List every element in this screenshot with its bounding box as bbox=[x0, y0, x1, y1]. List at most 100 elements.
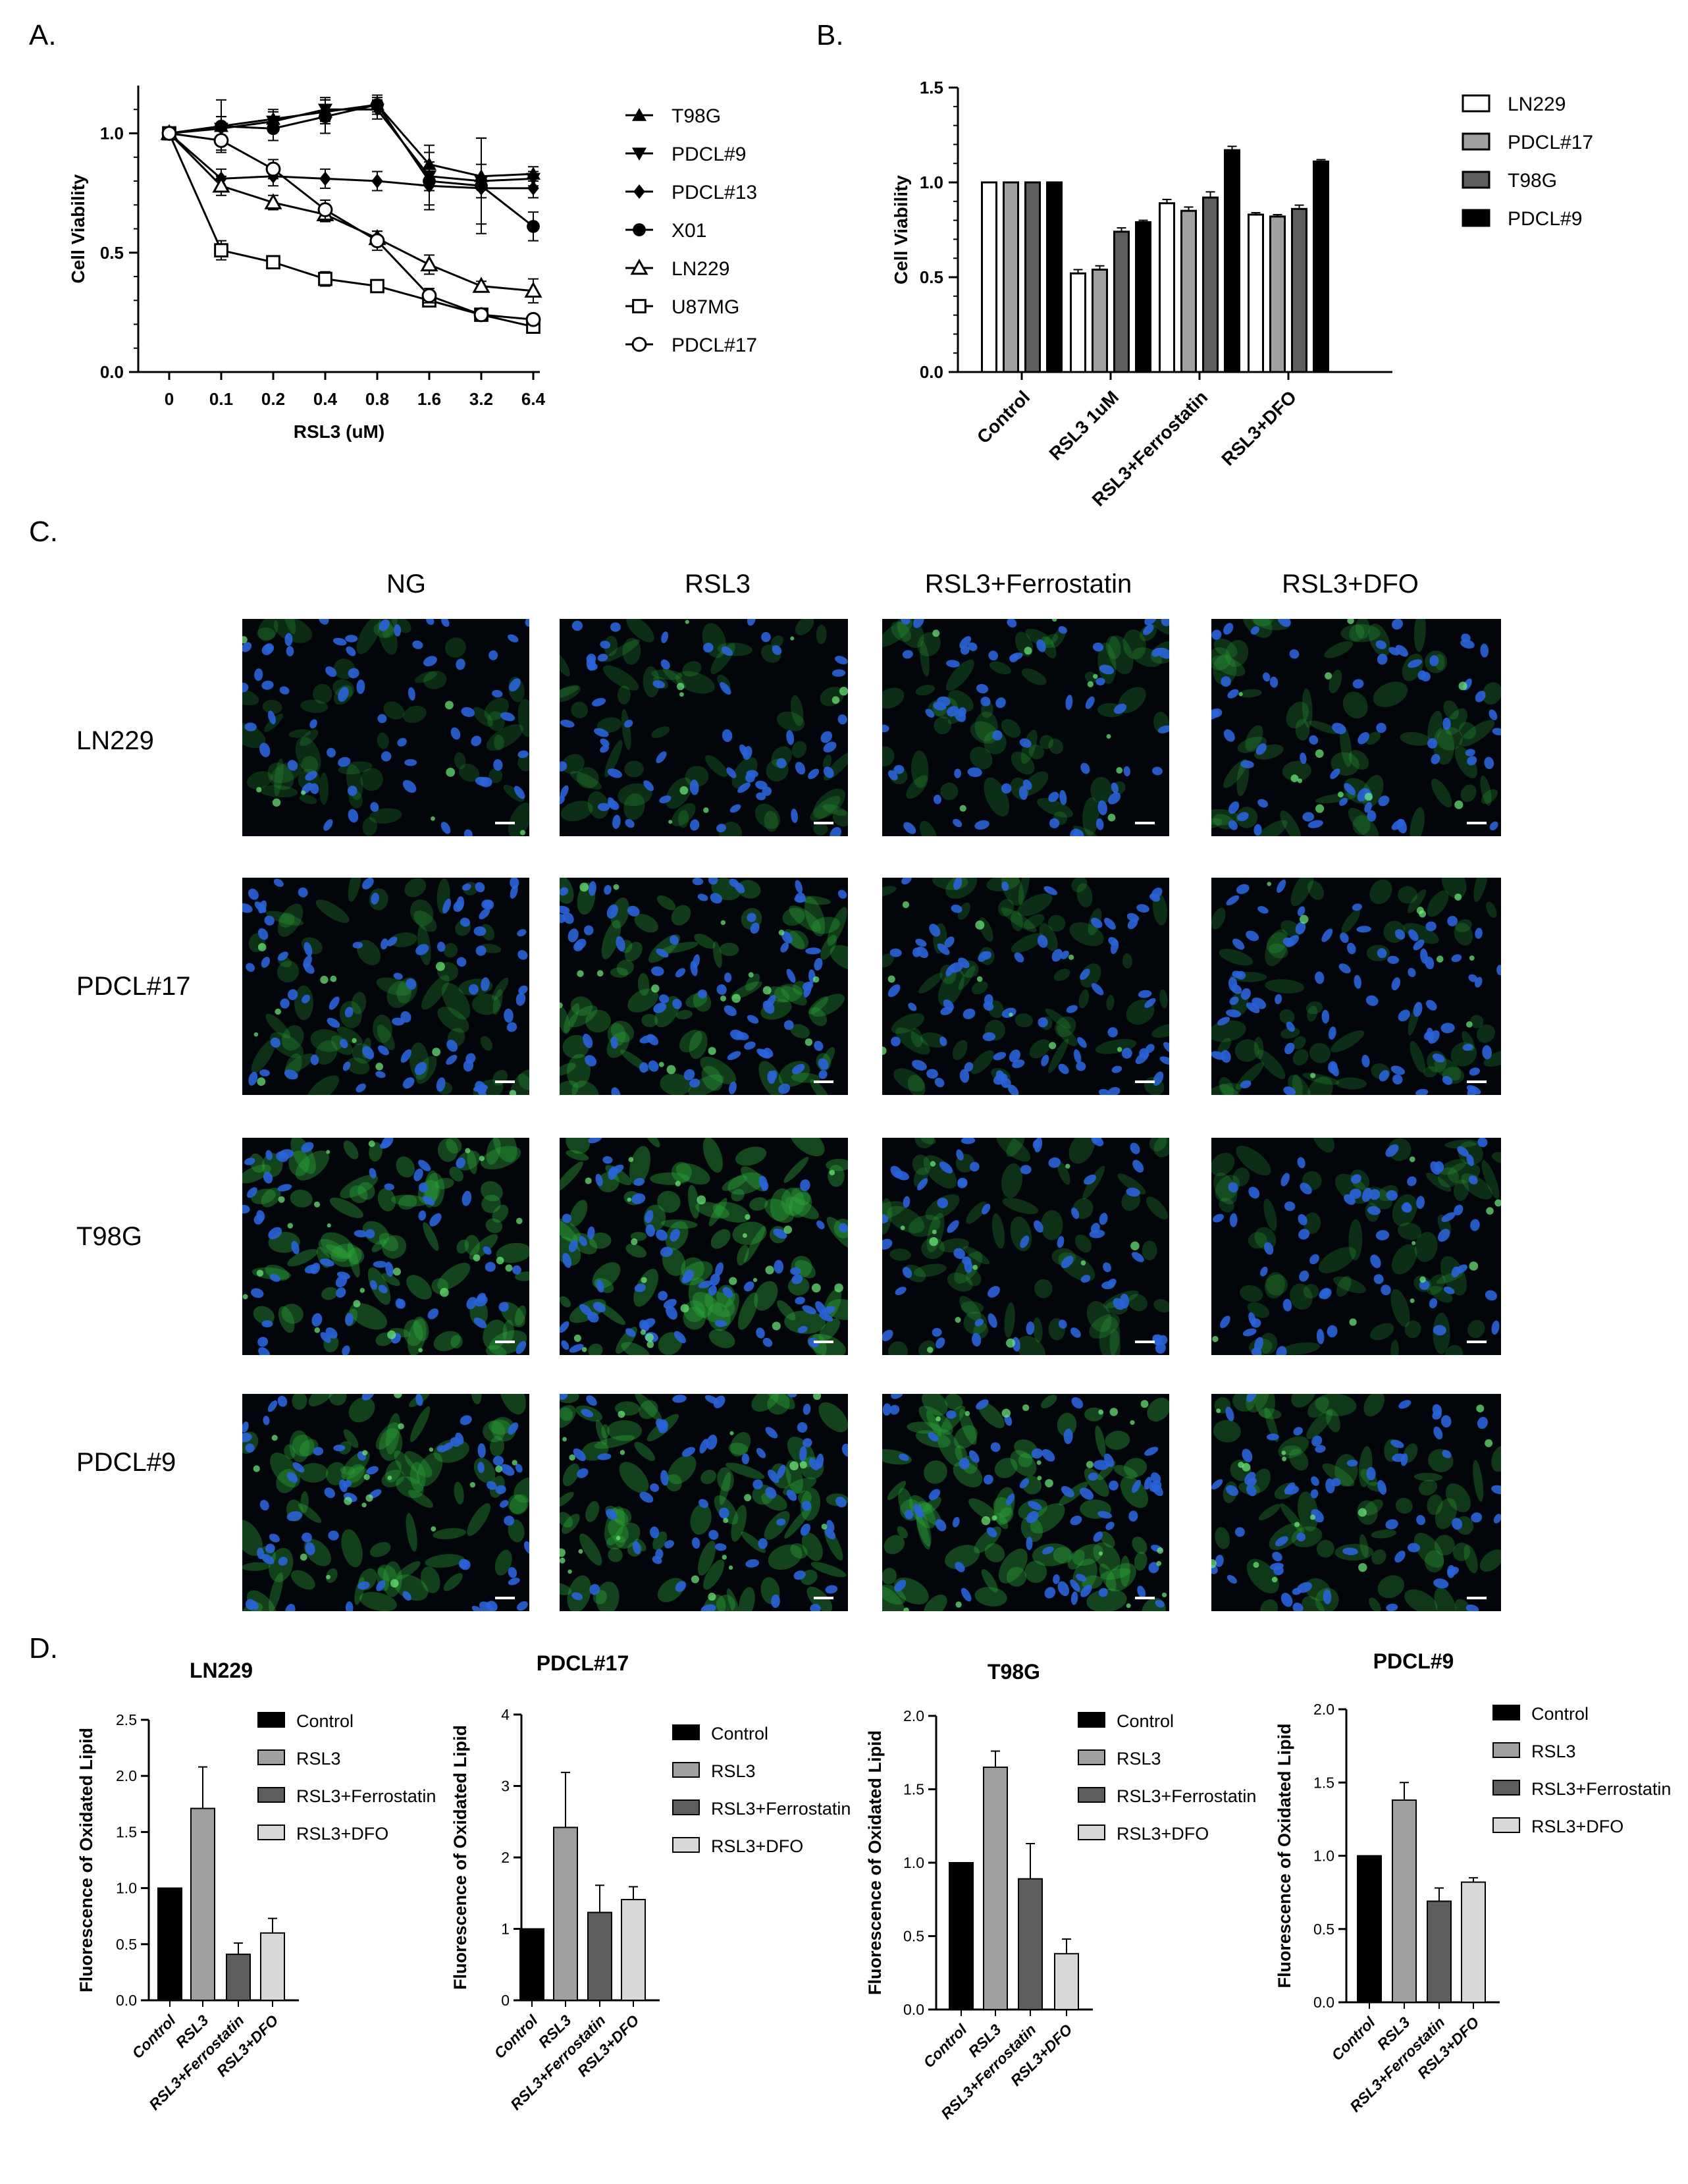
nucleus-stain bbox=[724, 1005, 737, 1017]
nucleus-stain bbox=[1250, 1318, 1261, 1328]
bright-spot bbox=[955, 1317, 961, 1323]
nucleus-stain bbox=[650, 1483, 660, 1492]
nucleus-stain bbox=[790, 1267, 801, 1275]
nucleus-stain bbox=[648, 1060, 659, 1072]
nucleus-stain bbox=[797, 1422, 808, 1433]
nucleus-stain bbox=[446, 1040, 458, 1052]
cytoplasm-stain bbox=[1430, 1286, 1453, 1303]
bright-spot bbox=[1290, 774, 1299, 783]
nucleus-stain bbox=[278, 1557, 288, 1566]
cytoplasm-stain bbox=[1082, 1165, 1105, 1200]
nucleus-stain bbox=[747, 913, 756, 922]
nucleus-stain bbox=[446, 1055, 458, 1065]
nucleus-stain bbox=[1366, 1467, 1376, 1481]
nucleus-stain bbox=[1132, 1479, 1142, 1493]
nucleus-stain bbox=[1257, 906, 1269, 914]
nucleus-stain bbox=[1111, 1065, 1122, 1073]
cytoplasm-stain bbox=[503, 784, 525, 802]
nucleus-stain bbox=[912, 947, 921, 957]
cytoplasm-stain bbox=[330, 1243, 362, 1267]
cytoplasm-stain bbox=[510, 1494, 529, 1515]
cytoplasm-stain bbox=[295, 737, 321, 774]
nucleus-stain bbox=[926, 1069, 939, 1079]
cytoplasm-stain bbox=[682, 661, 702, 677]
cytoplasm-stain bbox=[1269, 944, 1288, 959]
nucleus-stain bbox=[641, 1318, 656, 1329]
cytoplasm-stain bbox=[731, 757, 758, 789]
cytoplasm-stain bbox=[396, 1476, 424, 1499]
cytoplasm-stain bbox=[785, 1196, 820, 1219]
y-axis-label: Fluorescence of Oxidated Lipid bbox=[865, 1730, 885, 1995]
nucleus-stain bbox=[786, 730, 795, 745]
nucleus-stain bbox=[1130, 1142, 1140, 1154]
nucleus-stain bbox=[988, 651, 999, 661]
cytoplasm-stain bbox=[882, 1449, 912, 1465]
cytoplasm-stain bbox=[816, 624, 827, 645]
cytoplasm-stain bbox=[1458, 1141, 1483, 1165]
nucleus-stain bbox=[1099, 1213, 1108, 1225]
cytoplasm-stain bbox=[1090, 776, 1113, 805]
cytoplasm-stain bbox=[764, 811, 779, 832]
nucleus-stain bbox=[984, 994, 993, 1005]
nucleus-stain bbox=[440, 822, 451, 834]
nucleus-stain bbox=[259, 743, 271, 757]
cytoplasm-stain bbox=[608, 1547, 623, 1562]
cytoplasm-stain bbox=[369, 1142, 382, 1162]
nucleus-stain bbox=[354, 1230, 367, 1238]
cytoplasm-stain bbox=[688, 1277, 714, 1318]
bright-spot bbox=[1358, 1508, 1367, 1517]
cytoplasm-stain bbox=[998, 1549, 1028, 1584]
cytoplasm-stain bbox=[1289, 1449, 1309, 1471]
cytoplasm-stain bbox=[377, 1188, 396, 1212]
cytoplasm-stain bbox=[404, 1319, 423, 1346]
nucleus-stain bbox=[1443, 1286, 1455, 1294]
nucleus-stain bbox=[1321, 928, 1333, 942]
nucleus-stain bbox=[264, 915, 275, 926]
cytoplasm-stain bbox=[614, 1508, 632, 1526]
nucleus-stain bbox=[1277, 879, 1286, 893]
cytoplasm-stain bbox=[1068, 1138, 1095, 1164]
bar-pdcl-17 bbox=[1092, 268, 1108, 373]
cytoplasm-stain bbox=[290, 1570, 315, 1590]
nucleus-stain bbox=[1139, 1048, 1149, 1059]
cytoplasm-stain bbox=[488, 768, 503, 784]
cytoplasm-stain bbox=[737, 1292, 758, 1330]
nucleus-stain bbox=[365, 1229, 375, 1238]
cytoplasm-stain bbox=[1071, 878, 1088, 893]
cytoplasm-stain bbox=[1280, 1027, 1300, 1039]
nucleus-stain bbox=[933, 794, 941, 805]
nucleus-stain bbox=[780, 942, 789, 953]
bright-spot bbox=[1437, 955, 1444, 963]
nucleus-stain bbox=[1043, 886, 1058, 895]
cytoplasm-stain bbox=[1303, 1212, 1321, 1235]
nucleus-stain bbox=[1223, 623, 1234, 635]
nucleus-stain bbox=[1053, 1574, 1060, 1584]
x-tick-label: RSL3+DFO bbox=[1217, 386, 1300, 469]
nucleus-stain bbox=[1076, 1061, 1086, 1071]
chart-title: PDCL#9 bbox=[1373, 1649, 1454, 1673]
cytoplasm-stain bbox=[671, 1161, 692, 1183]
nucleus-stain bbox=[1327, 1325, 1338, 1338]
cytoplasm-stain bbox=[315, 1040, 338, 1065]
nucleus-stain bbox=[495, 1485, 506, 1495]
nucleus-stain bbox=[1070, 1327, 1081, 1338]
data-point-x01 bbox=[527, 219, 540, 233]
nucleus-stain bbox=[1070, 1579, 1080, 1592]
nucleus-stain bbox=[361, 1394, 375, 1400]
nucleus-stain bbox=[744, 1041, 756, 1050]
nucleus-stain bbox=[1232, 971, 1242, 978]
cytoplasm-stain bbox=[754, 1281, 778, 1311]
nucleus-stain bbox=[1491, 1320, 1500, 1335]
cytoplasm-stain bbox=[826, 1298, 848, 1320]
nucleus-stain bbox=[486, 1481, 497, 1490]
cytoplasm-stain bbox=[970, 721, 999, 744]
nucleus-stain bbox=[791, 809, 798, 824]
nucleus-stain bbox=[585, 1055, 597, 1067]
nucleus-stain bbox=[242, 1204, 250, 1214]
nucleus-stain bbox=[689, 779, 699, 795]
cytoplasm-stain bbox=[301, 756, 319, 774]
cytoplasm-stain bbox=[1234, 1039, 1259, 1062]
nucleus-stain bbox=[737, 782, 751, 793]
nucleus-stain bbox=[302, 1532, 312, 1543]
